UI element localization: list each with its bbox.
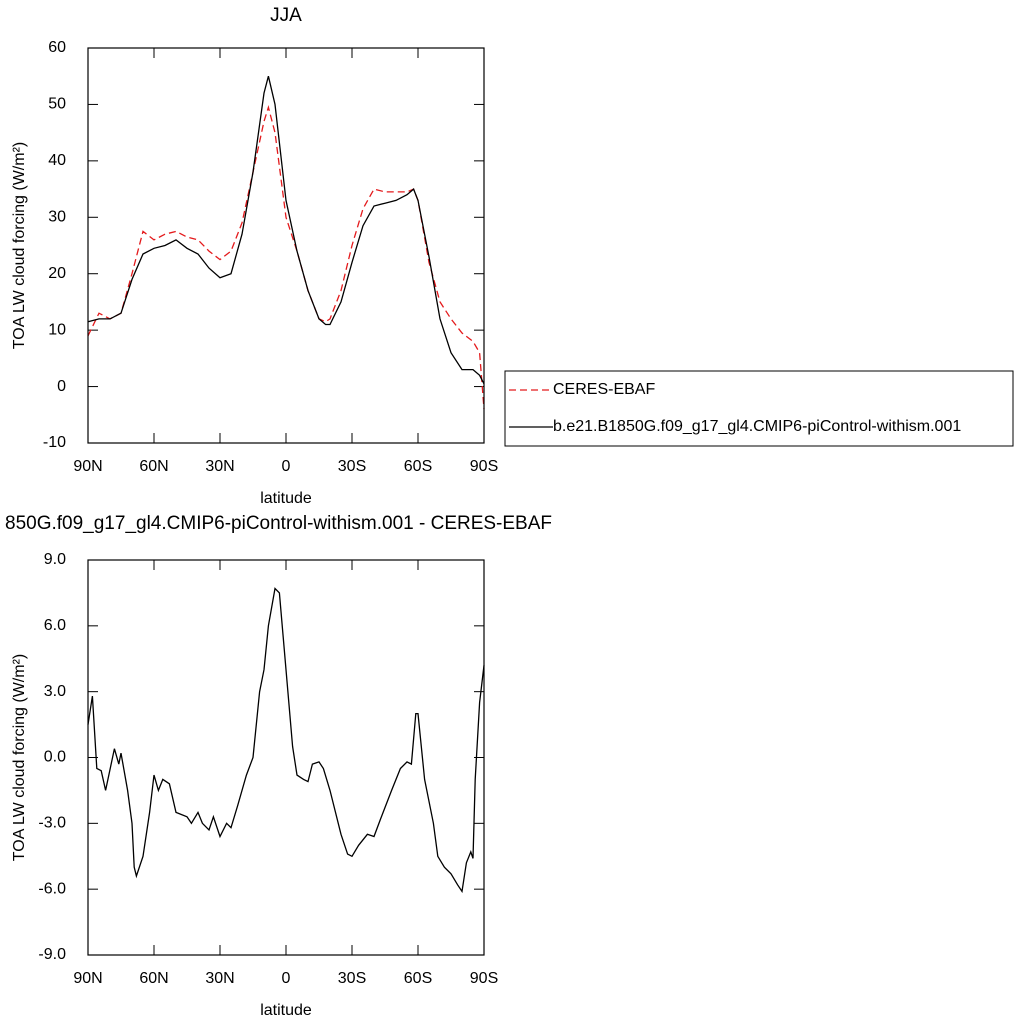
y-tick-label: -9.0 (38, 946, 66, 963)
y-tick-label: -10 (43, 434, 66, 451)
x-tick-label: 30N (205, 970, 234, 987)
x-tick-label: 90N (73, 458, 102, 475)
y-axis-label: TOA LW cloud forcing (W/m²) (11, 142, 28, 349)
x-tick-label: 30S (338, 970, 366, 987)
data-line (87, 587, 485, 894)
y-axis-label: TOA LW cloud forcing (W/m²) (11, 654, 28, 861)
x-tick-label: 90S (470, 970, 498, 987)
y-tick-label: 20 (48, 265, 66, 282)
y-tick-label: 60 (48, 39, 66, 56)
x-tick-label: 30S (338, 458, 366, 475)
y-tick-label: -6.0 (38, 880, 66, 897)
x-tick-label: 60S (404, 970, 432, 987)
plot-frame (87, 47, 485, 444)
x-tick-label: 60S (404, 458, 432, 475)
legend-box (504, 370, 1014, 447)
y-tick-label: 10 (48, 321, 66, 338)
y-tick-label: 6.0 (44, 617, 66, 634)
x-tick-label: 60N (139, 970, 168, 987)
y-tick-label: 40 (48, 152, 66, 169)
y-tick-label: 9.0 (44, 551, 66, 568)
y-tick-label: 50 (48, 96, 66, 113)
legend-label: b.e21.B1850G.f09_g17_gl4.CMIP6-piControl… (553, 418, 961, 435)
chart-title: 850G.f09_g17_gl4.CMIP6-piControl-withism… (5, 513, 552, 534)
x-axis-label: latitude (260, 490, 312, 507)
data-line (87, 104, 485, 410)
legend-label: CERES-EBAF (553, 381, 655, 398)
x-tick-label: 0 (282, 970, 291, 987)
y-tick-label: 30 (48, 209, 66, 226)
x-tick-label: 90S (470, 458, 498, 475)
x-tick-label: 90N (73, 970, 102, 987)
y-tick-label: -3.0 (38, 815, 66, 832)
x-tick-label: 0 (282, 458, 291, 475)
x-axis-label: latitude (260, 1002, 312, 1019)
y-tick-label: 0 (57, 378, 66, 395)
y-tick-label: 0.0 (44, 749, 66, 766)
plot-frame (87, 559, 485, 956)
x-tick-label: 60N (139, 458, 168, 475)
data-line (87, 76, 485, 385)
x-tick-label: 30N (205, 458, 234, 475)
y-tick-label: 3.0 (44, 683, 66, 700)
chart-title: JJA (270, 5, 302, 26)
